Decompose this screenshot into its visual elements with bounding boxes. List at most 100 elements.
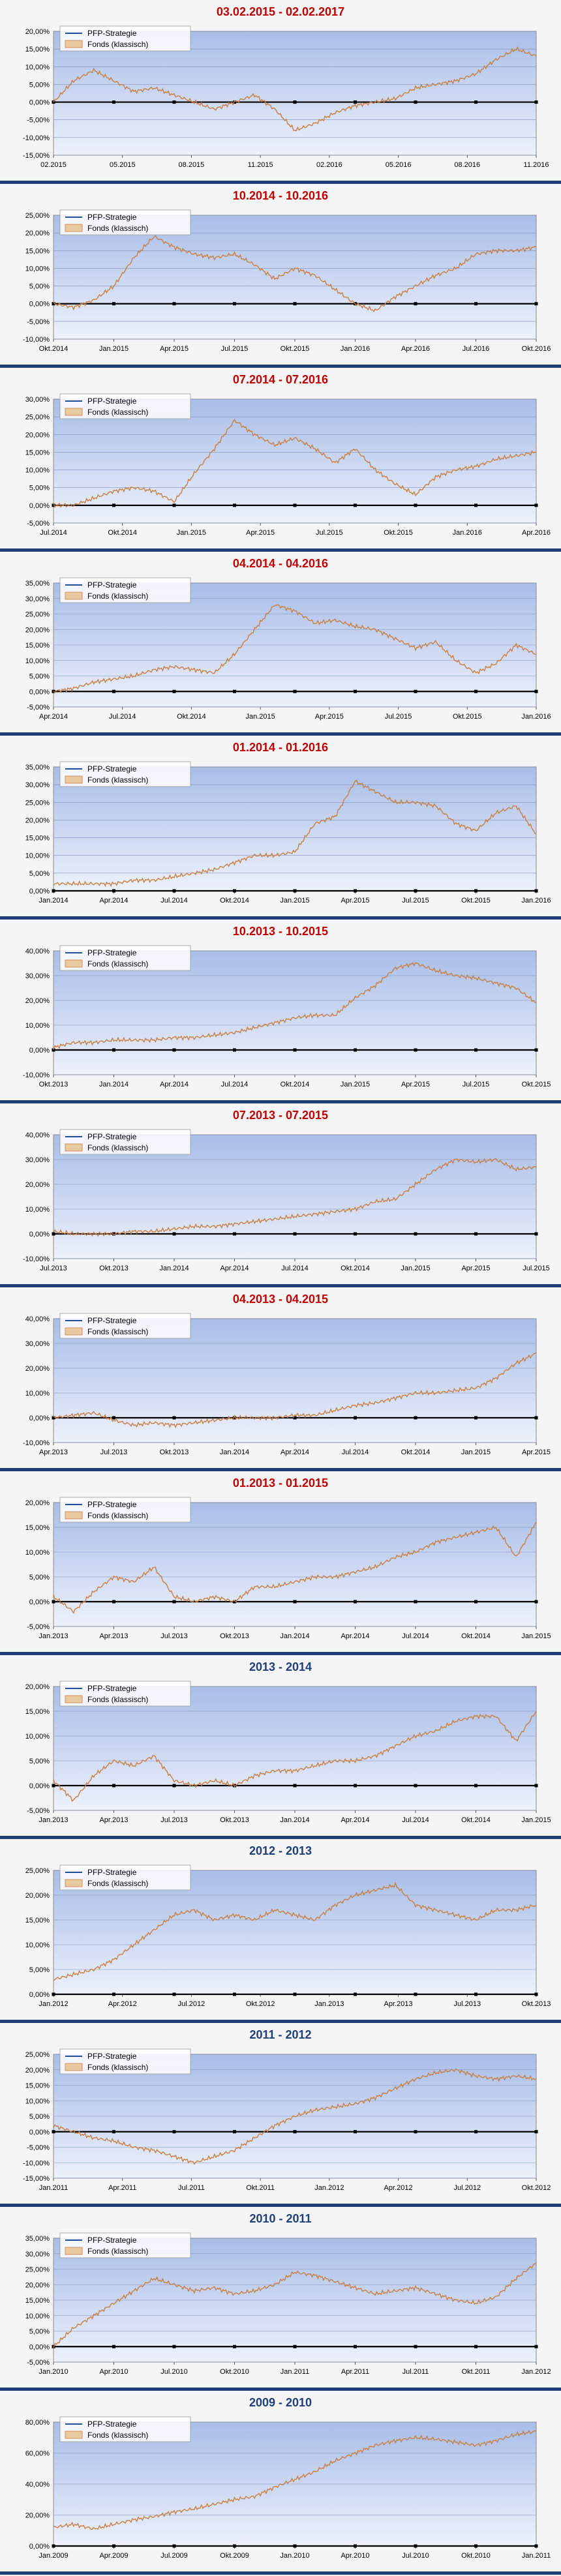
chart-panel: 2009 - 2010 0,00% 20,00% 40,00% 60,00% 80,00%…	[0, 2391, 561, 2575]
x-tick-label: Apr.2015	[522, 1448, 551, 1456]
x-tick-label: Jan.2011	[522, 2552, 551, 2560]
series-marker-pfp-strategie	[52, 1992, 55, 1996]
y-tick-label: 40,00%	[25, 2481, 50, 2489]
series-line-fonds-klassisch	[53, 2430, 537, 2530]
series-marker-pfp-strategie	[354, 2130, 357, 2134]
series-marker-pfp-strategie	[293, 1600, 297, 1604]
series-marker-pfp-strategie	[172, 1784, 176, 1788]
chart-svg: 07.2014 - 07.2016 -5,00% 0,00% 5,00% 10,00% 1…	[25, 373, 551, 537]
x-tick-label: Apr.2009	[99, 2552, 128, 2560]
series-marker-pfp-strategie	[354, 889, 357, 893]
x-tick-label: Jan.2014	[38, 897, 68, 905]
series-marker-pfp-strategie	[293, 1416, 297, 1420]
x-tick-label: Okt.2015	[522, 1081, 551, 1088]
series-marker-pfp-strategie	[474, 2544, 478, 2548]
y-tick-label: 10,00%	[25, 1549, 50, 1557]
x-tick-label: Apr.2016	[401, 345, 430, 353]
series-marker-pfp-strategie	[474, 1232, 478, 1236]
chart-title: 2013 - 2014	[249, 1660, 312, 1673]
y-tick-label: 25,00%	[25, 799, 50, 807]
series-marker-pfp-strategie	[534, 1416, 538, 1420]
y-tick-label: 20,00%	[25, 1181, 50, 1189]
series-line-fonds-klassisch	[53, 235, 537, 312]
x-tick-label: Jul.2015	[462, 1081, 490, 1088]
y-tick-label: 15,00%	[25, 642, 50, 650]
series-marker-pfp-strategie	[233, 302, 236, 306]
series-marker-pfp-strategie	[112, 689, 115, 693]
series-marker-pfp-strategie	[172, 1600, 176, 1604]
x-tick-label: Apr.2012	[108, 2000, 137, 2008]
y-tick-label: 0,00%	[29, 1991, 50, 1999]
chart-panel: 01.2014 - 01.2016 0,00% 5,00% 10,00% 15,00% 2…	[0, 736, 561, 920]
y-tick-label: 20,00%	[25, 431, 50, 439]
legend-swatch-fonds-klassisch	[65, 1511, 83, 1520]
chart-svg: 2011 - 2012 -15,00% -10,00% -5,00% 0,00% 5,00…	[23, 2028, 551, 2192]
legend-label-pfp-strategie: PFP-Strategie	[87, 29, 137, 38]
plot-area	[53, 1134, 537, 1259]
series-marker-pfp-strategie	[52, 503, 55, 507]
series-marker-pfp-strategie	[534, 503, 538, 507]
x-tick-label: Apr.2014	[220, 1265, 249, 1272]
x-tick-label: 11.2016	[524, 161, 549, 169]
x-tick-label: 08.2015	[179, 161, 205, 169]
legend-label-pfp-strategie: PFP-Strategie	[87, 948, 137, 957]
series-marker-pfp-strategie	[414, 1416, 417, 1420]
y-tick-label: -10,00%	[23, 336, 50, 344]
legend-swatch-fonds-klassisch	[65, 775, 83, 784]
x-tick-label: Okt.2009	[220, 2552, 249, 2560]
x-tick-label: Jul.2015	[523, 1265, 550, 1272]
x-tick-label: Okt.2015	[384, 529, 413, 537]
series-marker-pfp-strategie	[293, 2544, 297, 2548]
y-tick-label: 0,00%	[29, 99, 50, 107]
series-marker-pfp-strategie	[354, 1784, 357, 1788]
y-tick-label: 20,00%	[25, 2067, 50, 2074]
legend-label-fonds-klassisch: Fonds (klassisch)	[87, 2431, 148, 2440]
y-tick-label: 20,00%	[25, 1365, 50, 1373]
x-tick-label: Jan.2014	[280, 1816, 309, 1824]
plot-area	[53, 1686, 537, 1811]
x-tick-label: Okt.2013	[220, 1816, 249, 1824]
legend-swatch-fonds-klassisch	[65, 1143, 83, 1152]
series-line-fonds-klassisch	[53, 1711, 537, 1802]
x-tick-label: Jul.2015	[385, 713, 412, 721]
y-tick-label: 15,00%	[25, 1524, 50, 1532]
series-marker-pfp-strategie	[474, 1784, 478, 1788]
chart-title: 01.2013 - 01.2015	[233, 1476, 328, 1490]
series-line-fonds-klassisch	[53, 1881, 537, 1981]
y-tick-label: 20,00%	[25, 816, 50, 824]
x-tick-label: Okt.2011	[462, 2368, 491, 2376]
legend-label-fonds-klassisch: Fonds (klassisch)	[87, 775, 148, 785]
series-marker-pfp-strategie	[534, 1232, 538, 1236]
series-marker-pfp-strategie	[172, 2544, 176, 2548]
legend-swatch-fonds-klassisch	[65, 592, 83, 600]
x-tick-label: Apr.2013	[99, 1816, 128, 1824]
y-tick-label: 15,00%	[25, 449, 50, 457]
chart-title: 2012 - 2013	[249, 1844, 312, 1857]
y-tick-label: 5,00%	[29, 1574, 50, 1581]
y-tick-label: 30,00%	[25, 781, 50, 789]
chart-title: 07.2014 - 07.2016	[233, 373, 328, 386]
series-marker-pfp-strategie	[172, 1232, 176, 1236]
x-tick-label: Okt.2013	[522, 2000, 551, 2008]
chart-title: 2009 - 2010	[249, 2396, 312, 2409]
y-tick-label: 30,00%	[25, 972, 50, 980]
series-marker-pfp-strategie	[354, 1232, 357, 1236]
chart-svg: 2012 - 2013 0,00% 5,00% 10,00% 15,00% 20,00% 2…	[25, 1844, 551, 2008]
y-tick-label: 5,00%	[29, 283, 50, 291]
y-tick-label: 15,00%	[25, 1708, 50, 1716]
series-marker-pfp-strategie	[534, 2344, 538, 2348]
series-marker-pfp-strategie	[112, 503, 115, 507]
y-tick-label: 5,00%	[29, 485, 50, 492]
y-tick-label: 10,00%	[25, 1390, 50, 1398]
series-marker-pfp-strategie	[172, 689, 176, 693]
x-tick-label: Apr.2014	[99, 897, 128, 905]
legend-label-fonds-klassisch: Fonds (klassisch)	[87, 40, 148, 49]
y-tick-label: 10,00%	[25, 1206, 50, 1214]
plot-area	[53, 215, 537, 340]
x-tick-label: Jan.2015	[280, 897, 309, 905]
series-marker-pfp-strategie	[354, 2344, 357, 2348]
x-tick-label: Jul.2013	[100, 1448, 128, 1456]
x-tick-label: Okt.2011	[246, 2184, 275, 2192]
y-tick-label: 0,00%	[29, 2543, 50, 2551]
x-tick-label: Jul.2013	[40, 1265, 67, 1272]
